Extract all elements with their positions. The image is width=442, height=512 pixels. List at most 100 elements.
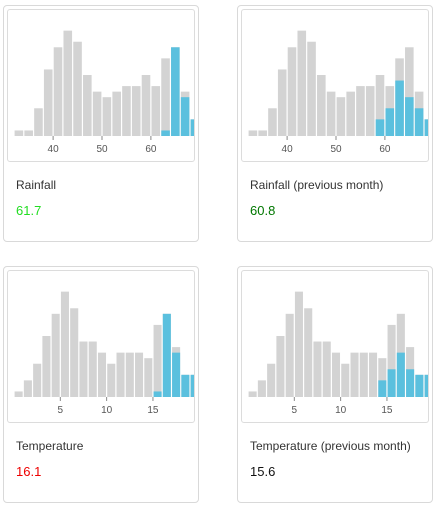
histogram-bar <box>135 352 144 397</box>
histogram-bar <box>125 352 134 397</box>
histogram-highlight-bar <box>387 369 396 397</box>
x-tick-label: 10 <box>335 405 347 416</box>
histogram-bar <box>378 358 387 397</box>
rainfall-previous-month-histogram: 40 50 60 <box>241 9 429 162</box>
x-tick-label: 40 <box>48 144 60 155</box>
histogram-bar <box>369 352 378 397</box>
histogram-bar <box>14 391 23 397</box>
card-value: 61.7 <box>16 203 42 218</box>
histogram-bar <box>307 41 316 136</box>
card-label: Temperature (previous month) <box>250 439 411 453</box>
histogram-highlight-bar <box>171 47 180 136</box>
histogram-bar <box>70 308 79 397</box>
histogram-bar <box>34 108 43 136</box>
histogram-highlight-bar <box>180 97 190 136</box>
histogram-highlight-bar <box>405 97 414 136</box>
x-tick-label: 10 <box>101 405 113 416</box>
temperature-histogram-svg: 5 10 15 <box>14 291 194 416</box>
histogram-bar <box>336 97 346 136</box>
histogram-bar <box>112 91 121 136</box>
histogram-bar <box>141 75 151 136</box>
rainfall-histogram: 40 50 60 <box>7 9 195 162</box>
histogram-bar <box>53 47 63 136</box>
histogram-highlight-bar <box>424 119 428 136</box>
histogram-bar <box>313 341 322 397</box>
histogram-bar <box>375 75 385 136</box>
histogram-highlight-bar <box>153 391 162 397</box>
histogram-bar <box>317 75 326 136</box>
card-value: 16.1 <box>16 464 42 479</box>
x-tick-label: 60 <box>145 144 157 155</box>
x-tick-label: 40 <box>282 144 294 155</box>
rainfall-histogram-svg: 40 50 60 <box>14 30 194 155</box>
temperature-previous-month-histogram: 5 10 15 <box>241 270 429 423</box>
x-tick-label: 5 <box>292 405 298 416</box>
histogram-bar <box>24 130 33 136</box>
histogram-bar <box>97 352 107 397</box>
histogram-bar <box>356 86 365 136</box>
histogram-bar <box>297 30 307 136</box>
histogram-bar <box>276 336 285 397</box>
histogram-bar <box>83 75 92 136</box>
histogram-highlight-bar <box>172 352 181 397</box>
histogram-bar <box>248 130 258 136</box>
histogram-bar <box>331 352 341 397</box>
histogram-bar <box>153 324 162 397</box>
histogram-highlight-bar <box>162 313 171 397</box>
x-tick-label: 60 <box>379 144 391 155</box>
rainfall-previous-month-histogram-svg: 40 50 60 <box>248 30 428 155</box>
histogram-bar <box>88 341 97 397</box>
histogram-bar <box>304 308 313 397</box>
histogram-bar <box>102 97 112 136</box>
histogram-bar <box>144 358 153 397</box>
histogram-bar <box>350 352 359 397</box>
temperature-histogram: 5 10 15 <box>7 270 195 423</box>
histogram-bar <box>161 58 170 137</box>
temperature-previous-month-histogram-svg: 5 10 15 <box>248 291 428 416</box>
rainfall-card[interactable]: 40 50 60 Rainfall 61.7 <box>3 5 199 242</box>
histogram-bar <box>365 86 375 136</box>
histogram-highlight-bar <box>190 374 194 397</box>
histogram-bar <box>257 380 266 397</box>
card-value: 15.6 <box>250 464 276 479</box>
histogram-bar <box>107 363 116 397</box>
histogram-bar <box>285 313 294 397</box>
histogram-bar <box>63 30 73 136</box>
histogram-bar <box>258 130 267 136</box>
temperature-previous-month-card[interactable]: 5 10 15 Temperature (previous month) 15.6 <box>237 266 433 503</box>
histogram-bar <box>60 291 69 397</box>
histogram-bar <box>23 380 32 397</box>
x-tick-label: 50 <box>330 144 342 155</box>
histogram-bar <box>346 91 355 136</box>
card-label: Temperature <box>16 439 84 453</box>
histogram-highlight-bar <box>395 80 404 136</box>
x-tick-label: 50 <box>96 144 108 155</box>
histogram-bar <box>287 47 297 136</box>
histogram-bar <box>33 363 42 397</box>
histogram-bar <box>73 41 82 136</box>
histogram-bar <box>122 86 131 136</box>
histogram-highlight-bar <box>161 130 170 136</box>
histogram-highlight-bar <box>181 374 190 397</box>
histogram-bar <box>131 86 141 136</box>
histogram-bar <box>294 291 303 397</box>
card-label: Rainfall (previous month) <box>250 178 384 192</box>
histogram-highlight-bar <box>406 369 415 397</box>
card-value: 60.8 <box>250 203 276 218</box>
histogram-bar <box>42 336 51 397</box>
histogram-bar <box>51 313 60 397</box>
histogram-bar <box>43 69 53 136</box>
histogram-bar <box>359 352 368 397</box>
histogram-highlight-bar <box>415 374 424 397</box>
histogram-highlight-bar <box>378 380 387 397</box>
histogram-highlight-bar <box>396 352 405 397</box>
histogram-bar <box>248 391 257 397</box>
rainfall-previous-month-card[interactable]: 40 50 60 Rainfall (previous month) 60.8 <box>237 5 433 242</box>
histogram-highlight-bar <box>385 108 395 136</box>
histogram-bar <box>387 324 396 397</box>
histogram-bar <box>267 363 276 397</box>
temperature-card[interactable]: 5 10 15 Temperature 16.1 <box>3 266 199 503</box>
histogram-bar <box>405 47 414 136</box>
x-tick-label: 5 <box>58 405 64 416</box>
histogram-bar <box>116 352 125 397</box>
